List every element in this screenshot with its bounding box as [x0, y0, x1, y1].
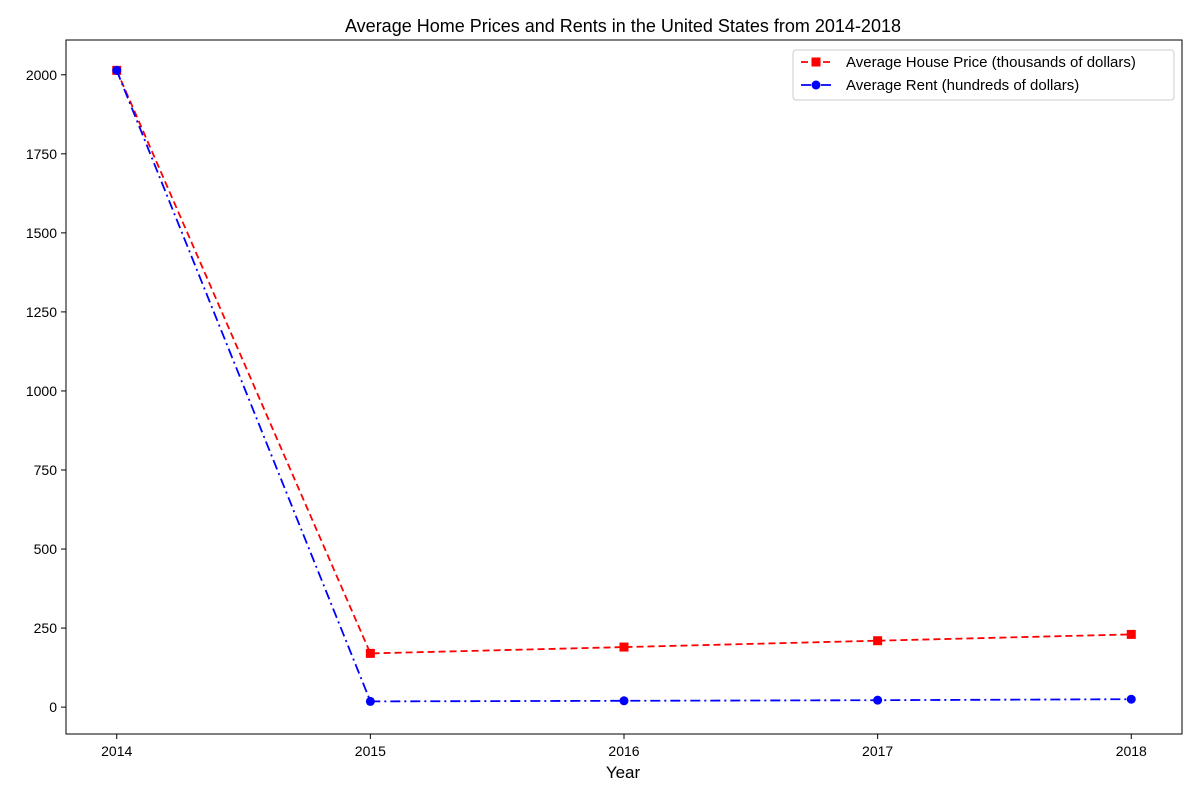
plot-frame [65, 39, 1183, 735]
legend-label-0: Average House Price (thousands of dollar… [846, 54, 1136, 71]
x-axis-label: Year [606, 763, 641, 782]
x-tick-label: 2015 [355, 743, 386, 759]
y-tick-label: 1250 [26, 304, 57, 320]
x-tick-label: 2016 [608, 743, 639, 759]
y-tick-label: 2000 [26, 67, 57, 83]
data-point [1126, 629, 1136, 639]
y-tick-label: 1500 [26, 225, 57, 241]
series-line-0 [115, 70, 1132, 655]
data-point [112, 65, 122, 75]
y-tick-label: 1000 [26, 383, 57, 399]
y-tick-label: 1750 [26, 146, 57, 162]
y-tick-label: 250 [34, 620, 58, 636]
plot-area: 2014 2015 2016 2017 2018 0 250 500 750 1000 1250 15… [26, 39, 1183, 759]
y-tick-label: 0 [49, 699, 57, 715]
legend-marker-1 [811, 80, 821, 90]
data-point [873, 636, 883, 646]
data-point [365, 648, 375, 658]
x-tick-label: 2017 [862, 743, 893, 759]
legend-box [792, 49, 1175, 101]
chart-title: Average Home Prices and Rents in the Uni… [345, 16, 901, 36]
x-tick-label: 2018 [1116, 743, 1147, 759]
y-tick-label: 500 [34, 541, 58, 557]
data-point [873, 695, 883, 705]
legend-marker-0 [811, 57, 821, 67]
y-tick-label: 750 [34, 462, 58, 478]
data-point [619, 642, 629, 652]
data-point [619, 696, 629, 706]
legend-label-1: Average Rent (hundreds of dollars) [846, 77, 1079, 94]
data-point [1126, 694, 1136, 704]
data-point [365, 696, 375, 706]
x-tick-label: 2014 [101, 743, 132, 759]
series-line-1 [115, 70, 1132, 703]
legend: Average House Price (thousands of dollar… [792, 49, 1175, 101]
